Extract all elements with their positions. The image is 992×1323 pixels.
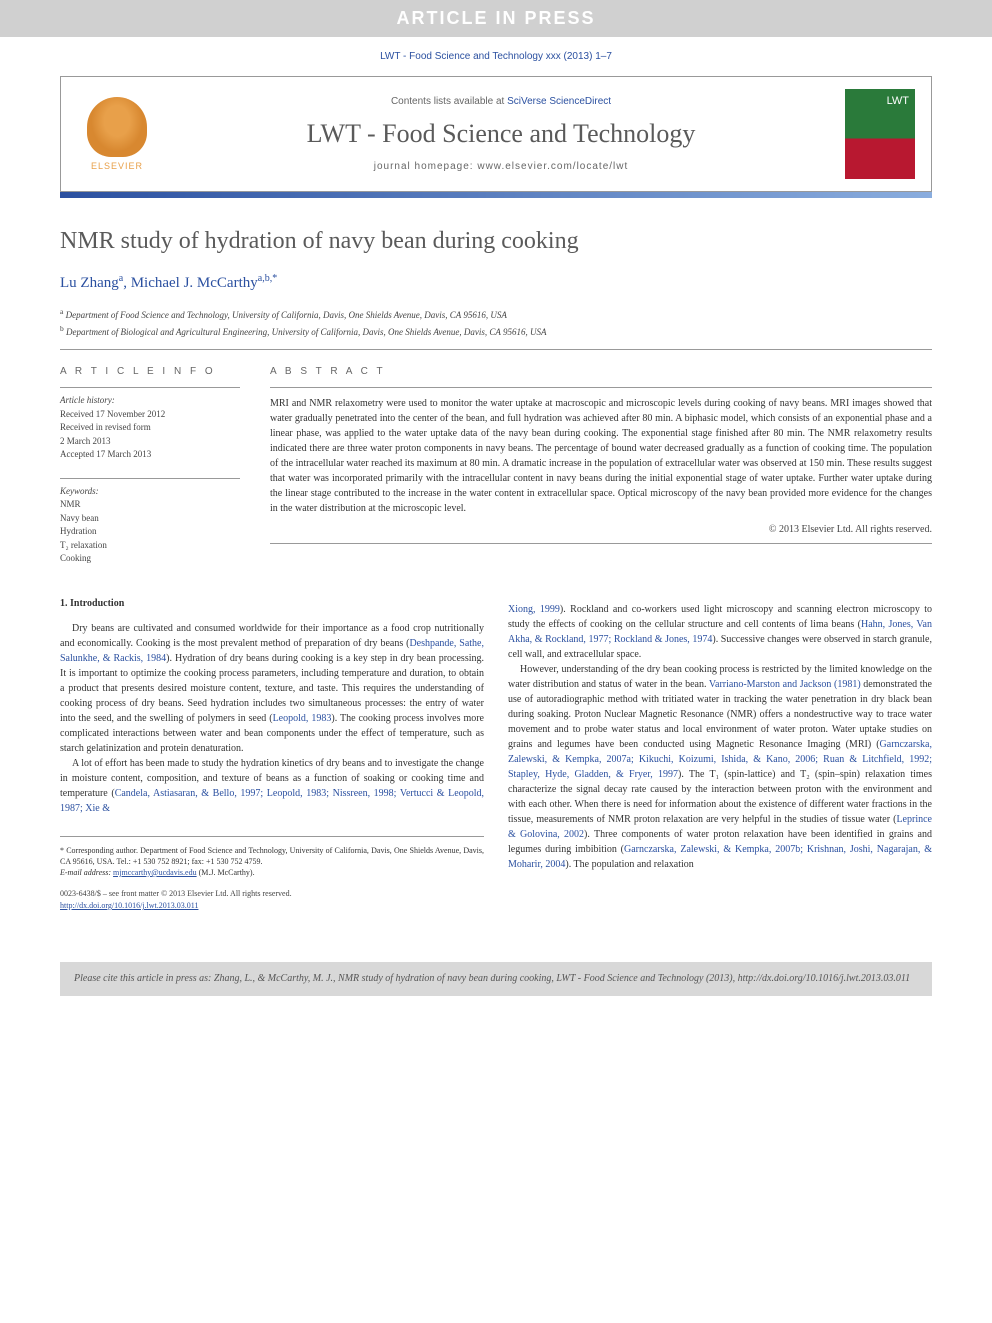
email-suffix: (M.J. McCarthy). <box>199 868 255 877</box>
article-title: NMR study of hydration of navy bean duri… <box>60 228 932 255</box>
accepted-date: Accepted 17 March 2013 <box>60 448 240 462</box>
body-paragraph: A lot of effort has been made to study t… <box>60 756 484 816</box>
sciencedirect-link[interactable]: SciVerse ScienceDirect <box>507 96 611 107</box>
homepage-line: journal homepage: www.elsevier.com/locat… <box>157 161 845 172</box>
abstract-copyright: © 2013 Elsevier Ltd. All rights reserved… <box>270 524 932 535</box>
contents-line: Contents lists available at SciVerse Sci… <box>157 96 845 107</box>
keyword: Cooking <box>60 552 240 566</box>
article-info-column: A R T I C L E I N F O Article history: R… <box>60 366 240 566</box>
corresponding-author-footer: * Corresponding author. Department of Fo… <box>60 836 484 879</box>
abstract-heading: A B S T R A C T <box>270 366 932 377</box>
revised-line1: Received in revised form <box>60 421 240 435</box>
keyword: T₂ relaxation <box>60 539 240 553</box>
body-column-left: 1. Introduction Dry beans are cultivated… <box>60 596 484 913</box>
article-info-heading: A R T I C L E I N F O <box>60 366 240 377</box>
revised-line2: 2 March 2013 <box>60 435 240 449</box>
in-press-banner: ARTICLE IN PRESS <box>0 0 992 37</box>
copyright-footer: 0023-6438/$ – see front matter © 2013 El… <box>60 888 484 912</box>
authors: Lu Zhanga, Michael J. McCarthya,b,* <box>60 273 932 292</box>
ref-link[interactable]: Leopold, 1983 <box>273 713 332 724</box>
journal-name: LWT - Food Science and Technology <box>157 119 845 149</box>
body-paragraph: Xiong, 1999). Rockland and co-workers us… <box>508 602 932 662</box>
body-paragraph: However, understanding of the dry bean c… <box>508 662 932 872</box>
cite-this-article-box: Please cite this article in press as: Zh… <box>60 962 932 996</box>
keyword: Hydration <box>60 525 240 539</box>
body-columns: 1. Introduction Dry beans are cultivated… <box>60 596 932 913</box>
journal-cover-label: LWT <box>887 95 909 107</box>
journal-header-box: ELSEVIER Contents lists available at Sci… <box>60 76 932 192</box>
corr-author-text: * Corresponding author. Department of Fo… <box>60 845 484 867</box>
keywords-label: Keywords: <box>60 485 240 499</box>
elsevier-logo: ELSEVIER <box>77 89 157 179</box>
doi-link[interactable]: http://dx.doi.org/10.1016/j.lwt.2013.03.… <box>60 901 198 910</box>
homepage-url[interactable]: www.elsevier.com/locate/lwt <box>477 161 628 172</box>
ref-link[interactable]: Xiong, 1999 <box>508 604 560 615</box>
history-label: Article history: <box>60 394 240 408</box>
elsevier-tree-icon <box>87 97 147 157</box>
keyword: NMR <box>60 498 240 512</box>
abstract-text: MRI and NMR relaxometry were used to mon… <box>270 396 932 516</box>
affiliation-b: Department of Biological and Agricultura… <box>66 327 546 337</box>
received-date: Received 17 November 2012 <box>60 408 240 422</box>
elsevier-label: ELSEVIER <box>91 161 143 171</box>
abstract-column: A B S T R A C T MRI and NMR relaxometry … <box>270 366 932 566</box>
affiliation-a: Department of Food Science and Technolog… <box>66 310 507 320</box>
journal-cover-thumbnail: LWT <box>845 89 915 179</box>
citation-header: LWT - Food Science and Technology xxx (2… <box>0 37 992 76</box>
keyword: Navy bean <box>60 512 240 526</box>
contents-prefix: Contents lists available at <box>391 96 507 107</box>
ref-link[interactable]: Candela, Astiasaran, & Bello, 1997; Leop… <box>60 788 484 814</box>
intro-heading: 1. Introduction <box>60 596 484 611</box>
section-rule <box>60 349 932 350</box>
email-label: E-mail address: <box>60 868 111 877</box>
issn-line: 0023-6438/$ – see front matter © 2013 El… <box>60 888 484 900</box>
corr-email-link[interactable]: mjmccarthy@ucdavis.edu <box>113 868 197 877</box>
ref-link[interactable]: Varriano-Marston and Jackson (1981) <box>709 679 861 690</box>
body-paragraph: Dry beans are cultivated and consumed wo… <box>60 621 484 756</box>
homepage-prefix: journal homepage: <box>374 161 478 172</box>
affiliations: a Department of Food Science and Technol… <box>60 306 932 339</box>
body-column-right: Xiong, 1999). Rockland and co-workers us… <box>508 596 932 913</box>
